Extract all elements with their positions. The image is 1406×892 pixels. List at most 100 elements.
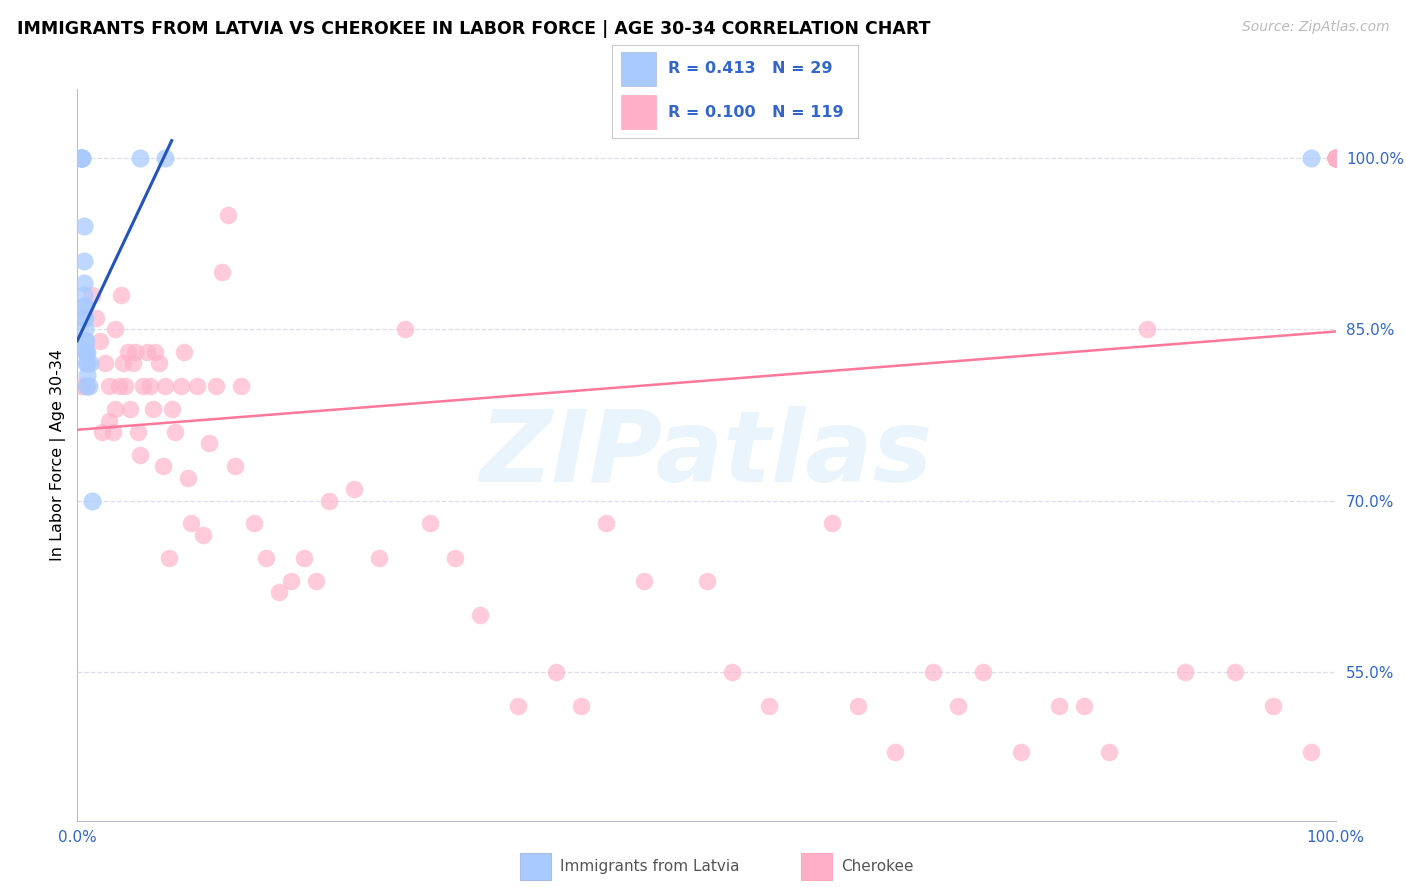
Point (1324, 151, 1347, 165)
Point (468, 607, 491, 622)
Point (97, 414, 120, 428)
Text: IMMIGRANTS FROM LATVIA VS CHEROKEE IN LABOR FORCE | AGE 30-34 CORRELATION CHART: IMMIGRANTS FROM LATVIA VS CHEROKEE IN LA… (17, 20, 931, 37)
Point (1324, 151, 1347, 165)
Point (1324, 151, 1347, 165)
Point (1261, 699, 1284, 714)
Point (82, 288, 104, 302)
Point (1324, 151, 1347, 165)
Point (1223, 665, 1246, 679)
Point (120, 402, 142, 417)
Point (70, 151, 93, 165)
Point (224, 459, 246, 474)
Text: N = 119: N = 119 (772, 104, 844, 120)
Point (1324, 151, 1347, 165)
Point (72, 299, 94, 313)
Point (157, 550, 180, 565)
Point (114, 379, 136, 393)
Point (368, 550, 391, 565)
Point (229, 379, 252, 393)
Point (129, 151, 152, 165)
Point (1324, 151, 1347, 165)
Text: N = 29: N = 29 (772, 62, 832, 77)
Point (846, 699, 869, 714)
Point (72, 310, 94, 325)
Point (117, 345, 139, 359)
Point (318, 493, 340, 508)
Point (1299, 745, 1322, 759)
Point (1324, 151, 1347, 165)
Point (75, 334, 97, 348)
Point (110, 288, 132, 302)
Point (76, 368, 98, 382)
Point (1299, 151, 1322, 165)
Point (1324, 151, 1347, 165)
Point (1073, 699, 1095, 714)
Point (94, 356, 117, 371)
Text: R = 0.413: R = 0.413 (668, 62, 756, 77)
Point (139, 379, 162, 393)
Point (160, 402, 183, 417)
Point (127, 425, 149, 439)
Point (696, 574, 718, 588)
Point (1324, 151, 1347, 165)
Point (242, 516, 264, 531)
Point (633, 574, 655, 588)
Point (1174, 665, 1197, 679)
Point (104, 322, 127, 336)
Point (292, 550, 315, 565)
Point (1324, 151, 1347, 165)
Point (884, 745, 907, 759)
Point (173, 345, 195, 359)
Point (70, 151, 93, 165)
Point (1324, 151, 1347, 165)
Point (1324, 151, 1347, 165)
Point (70, 151, 93, 165)
Point (165, 425, 187, 439)
Point (280, 574, 302, 588)
Y-axis label: In Labor Force | Age 30-34: In Labor Force | Age 30-34 (51, 349, 66, 561)
Point (72, 253, 94, 268)
Point (394, 322, 416, 336)
Point (758, 699, 780, 714)
Point (1010, 745, 1032, 759)
Point (254, 550, 277, 565)
Point (135, 345, 157, 359)
Point (72, 288, 94, 302)
Text: ZIPatlas: ZIPatlas (479, 407, 934, 503)
Point (1324, 151, 1347, 165)
Point (121, 356, 143, 371)
Point (79, 356, 101, 371)
Point (73, 310, 96, 325)
Point (444, 550, 467, 565)
Point (1324, 151, 1347, 165)
Text: Immigrants from Latvia: Immigrants from Latvia (560, 859, 740, 873)
Point (1324, 151, 1347, 165)
Point (73, 345, 96, 359)
Point (419, 516, 441, 531)
Point (76, 345, 98, 359)
Point (75, 379, 97, 393)
Point (217, 208, 239, 222)
Point (1324, 151, 1347, 165)
Point (1136, 322, 1159, 336)
Point (186, 379, 208, 393)
Point (1324, 151, 1347, 165)
Point (155, 379, 177, 393)
Point (1324, 151, 1347, 165)
Point (343, 482, 366, 496)
Point (152, 459, 174, 474)
Point (1324, 151, 1347, 165)
Point (132, 379, 155, 393)
Text: R = 0.100: R = 0.100 (668, 104, 756, 120)
Point (1098, 745, 1121, 759)
Point (142, 402, 165, 417)
Point (148, 356, 170, 371)
Point (84, 310, 107, 325)
Point (1324, 151, 1347, 165)
Point (305, 574, 328, 588)
Point (82, 493, 104, 508)
Point (129, 448, 152, 462)
Point (569, 699, 592, 714)
Point (544, 665, 567, 679)
Point (1324, 151, 1347, 165)
